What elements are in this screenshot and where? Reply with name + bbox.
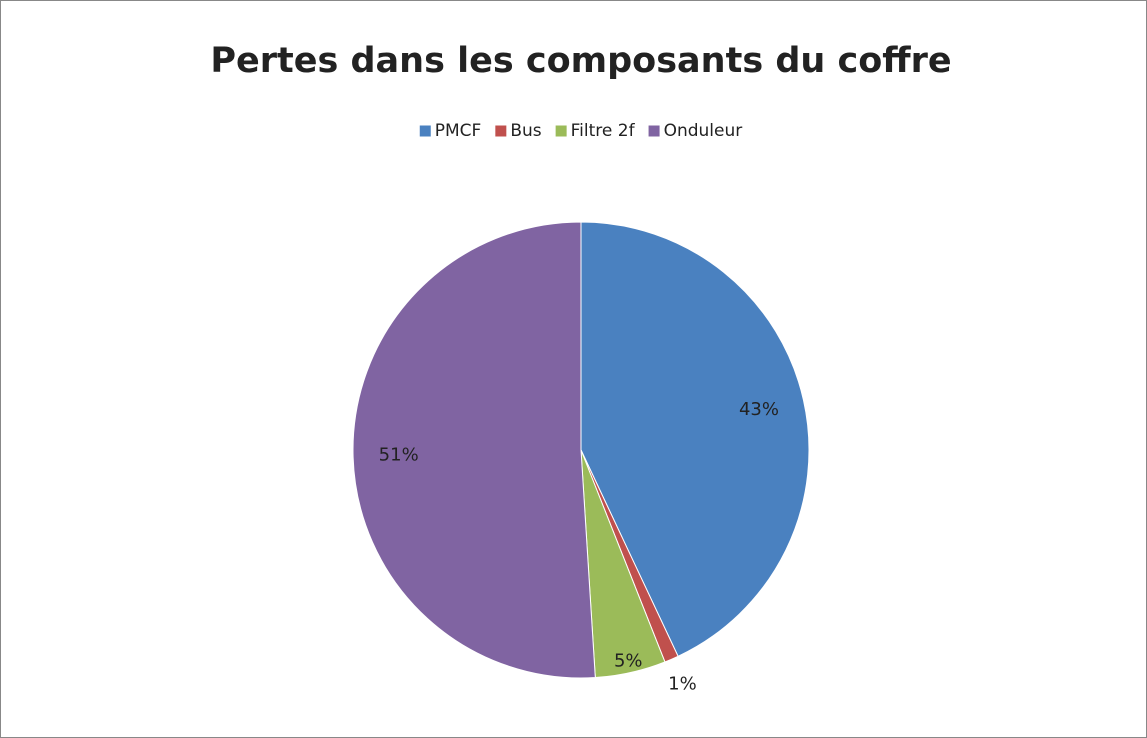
pie-slice <box>352 221 596 679</box>
data-label: 1% <box>668 673 697 694</box>
legend-swatch <box>555 125 567 137</box>
legend-label: Onduleur <box>664 121 743 141</box>
data-label: 43% <box>739 399 779 420</box>
pie-slice <box>580 221 810 657</box>
legend-label: Filtre 2f <box>571 121 636 141</box>
legend: PMCF Bus Filtre 2f Onduleur <box>419 121 743 141</box>
chart-title: Pertes dans les composants du coffre <box>210 41 951 81</box>
legend-swatch <box>419 125 431 137</box>
legend-swatch <box>495 125 507 137</box>
data-label: 51% <box>379 445 419 466</box>
legend-label: Bus <box>510 121 541 141</box>
data-label: 5% <box>614 650 643 671</box>
legend-swatch <box>648 125 660 137</box>
legend-label: PMCF <box>435 121 482 141</box>
